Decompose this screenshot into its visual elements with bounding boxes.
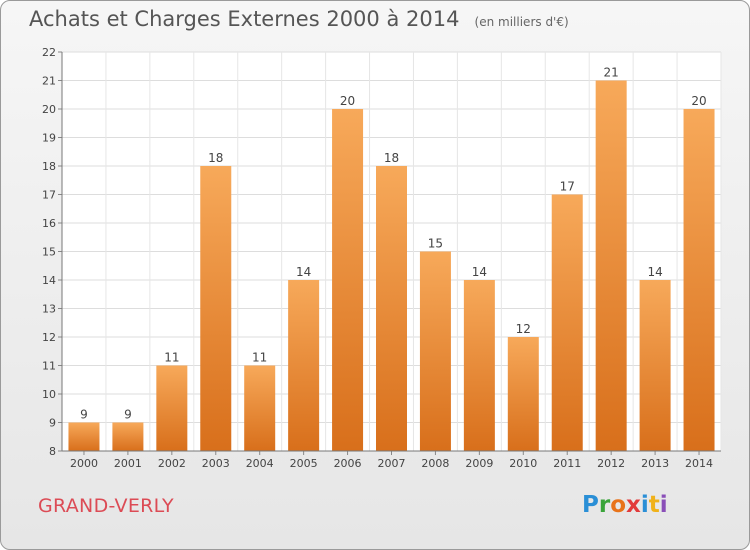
bar [639, 280, 671, 451]
bar [595, 80, 627, 451]
y-tick-label: 22 [42, 46, 56, 59]
y-tick-label: 14 [42, 274, 56, 287]
x-tick-label: 2013 [641, 457, 669, 470]
x-tick-label: 2014 [685, 457, 713, 470]
x-tick-label: 2006 [334, 457, 362, 470]
title-row: Achats et Charges Externes 2000 à 2014 (… [29, 7, 569, 31]
bar-value-label: 14 [647, 265, 662, 279]
bar-value-label: 14 [472, 265, 487, 279]
bar-value-label: 18 [384, 151, 399, 165]
bar-value-label: 21 [604, 66, 619, 80]
logo-letter: t [648, 492, 660, 518]
bar [200, 166, 232, 451]
logo-letter: x [626, 492, 641, 518]
y-tick-label: 19 [42, 132, 56, 145]
bar-value-label: 11 [164, 351, 179, 365]
bar [332, 109, 364, 451]
logo-letter: i [640, 492, 649, 518]
bar-value-label: 15 [428, 237, 443, 251]
bar-value-label: 20 [691, 94, 706, 108]
bar [376, 166, 407, 451]
y-tick-label: 10 [42, 388, 56, 401]
x-tick-label: 2012 [597, 457, 625, 470]
y-tick-label: 21 [42, 75, 56, 88]
x-tick-label: 2007 [378, 457, 406, 470]
bar [244, 365, 276, 451]
bar-value-label: 11 [252, 351, 267, 365]
y-tick-label: 15 [42, 246, 56, 259]
y-tick-label: 16 [42, 217, 56, 230]
logo-letter: P [582, 492, 599, 518]
y-tick-label: 11 [42, 360, 56, 373]
y-tick-label: 8 [49, 445, 56, 458]
bar [683, 109, 715, 451]
bar-value-label: 14 [296, 265, 311, 279]
chart-unit-note: (en milliers d'€) [474, 15, 569, 29]
y-tick-label: 13 [42, 303, 56, 316]
proxiti-logo: Proxiti [582, 492, 668, 518]
x-tick-label: 2000 [70, 457, 98, 470]
x-tick-label: 2001 [114, 457, 142, 470]
commune-name: GRAND-VERLY [38, 495, 174, 517]
bar-value-label: 9 [124, 408, 132, 422]
x-tick-label: 2011 [553, 457, 581, 470]
x-tick-label: 2003 [202, 457, 230, 470]
bar-value-label: 12 [516, 322, 531, 336]
logo-letter: r [598, 492, 611, 518]
x-tick-label: 2004 [246, 457, 274, 470]
x-tick-label: 2009 [465, 457, 493, 470]
logo-letter: i [659, 492, 668, 518]
bar [112, 422, 144, 451]
y-tick-label: 18 [42, 160, 56, 173]
bar [551, 194, 583, 451]
logo-letter: o [610, 492, 627, 518]
bar-value-label: 20 [340, 94, 355, 108]
bar-value-label: 17 [560, 180, 575, 194]
y-tick-label: 20 [42, 103, 56, 116]
x-tick-label: 2008 [421, 457, 449, 470]
bar [156, 365, 188, 451]
y-tick-label: 12 [42, 331, 56, 344]
bar [68, 422, 100, 451]
x-tick-label: 2005 [290, 457, 318, 470]
bar-value-label: 18 [208, 151, 223, 165]
bar [463, 280, 495, 451]
y-tick-label: 9 [49, 417, 56, 430]
y-tick-label: 17 [42, 189, 56, 202]
chart-title: Achats et Charges Externes 2000 à 2014 [29, 7, 460, 31]
x-tick-label: 2002 [158, 457, 186, 470]
bar [507, 337, 539, 451]
bar [419, 251, 451, 451]
bar [288, 280, 320, 451]
x-tick-label: 2010 [509, 457, 537, 470]
bar-value-label: 9 [80, 408, 88, 422]
